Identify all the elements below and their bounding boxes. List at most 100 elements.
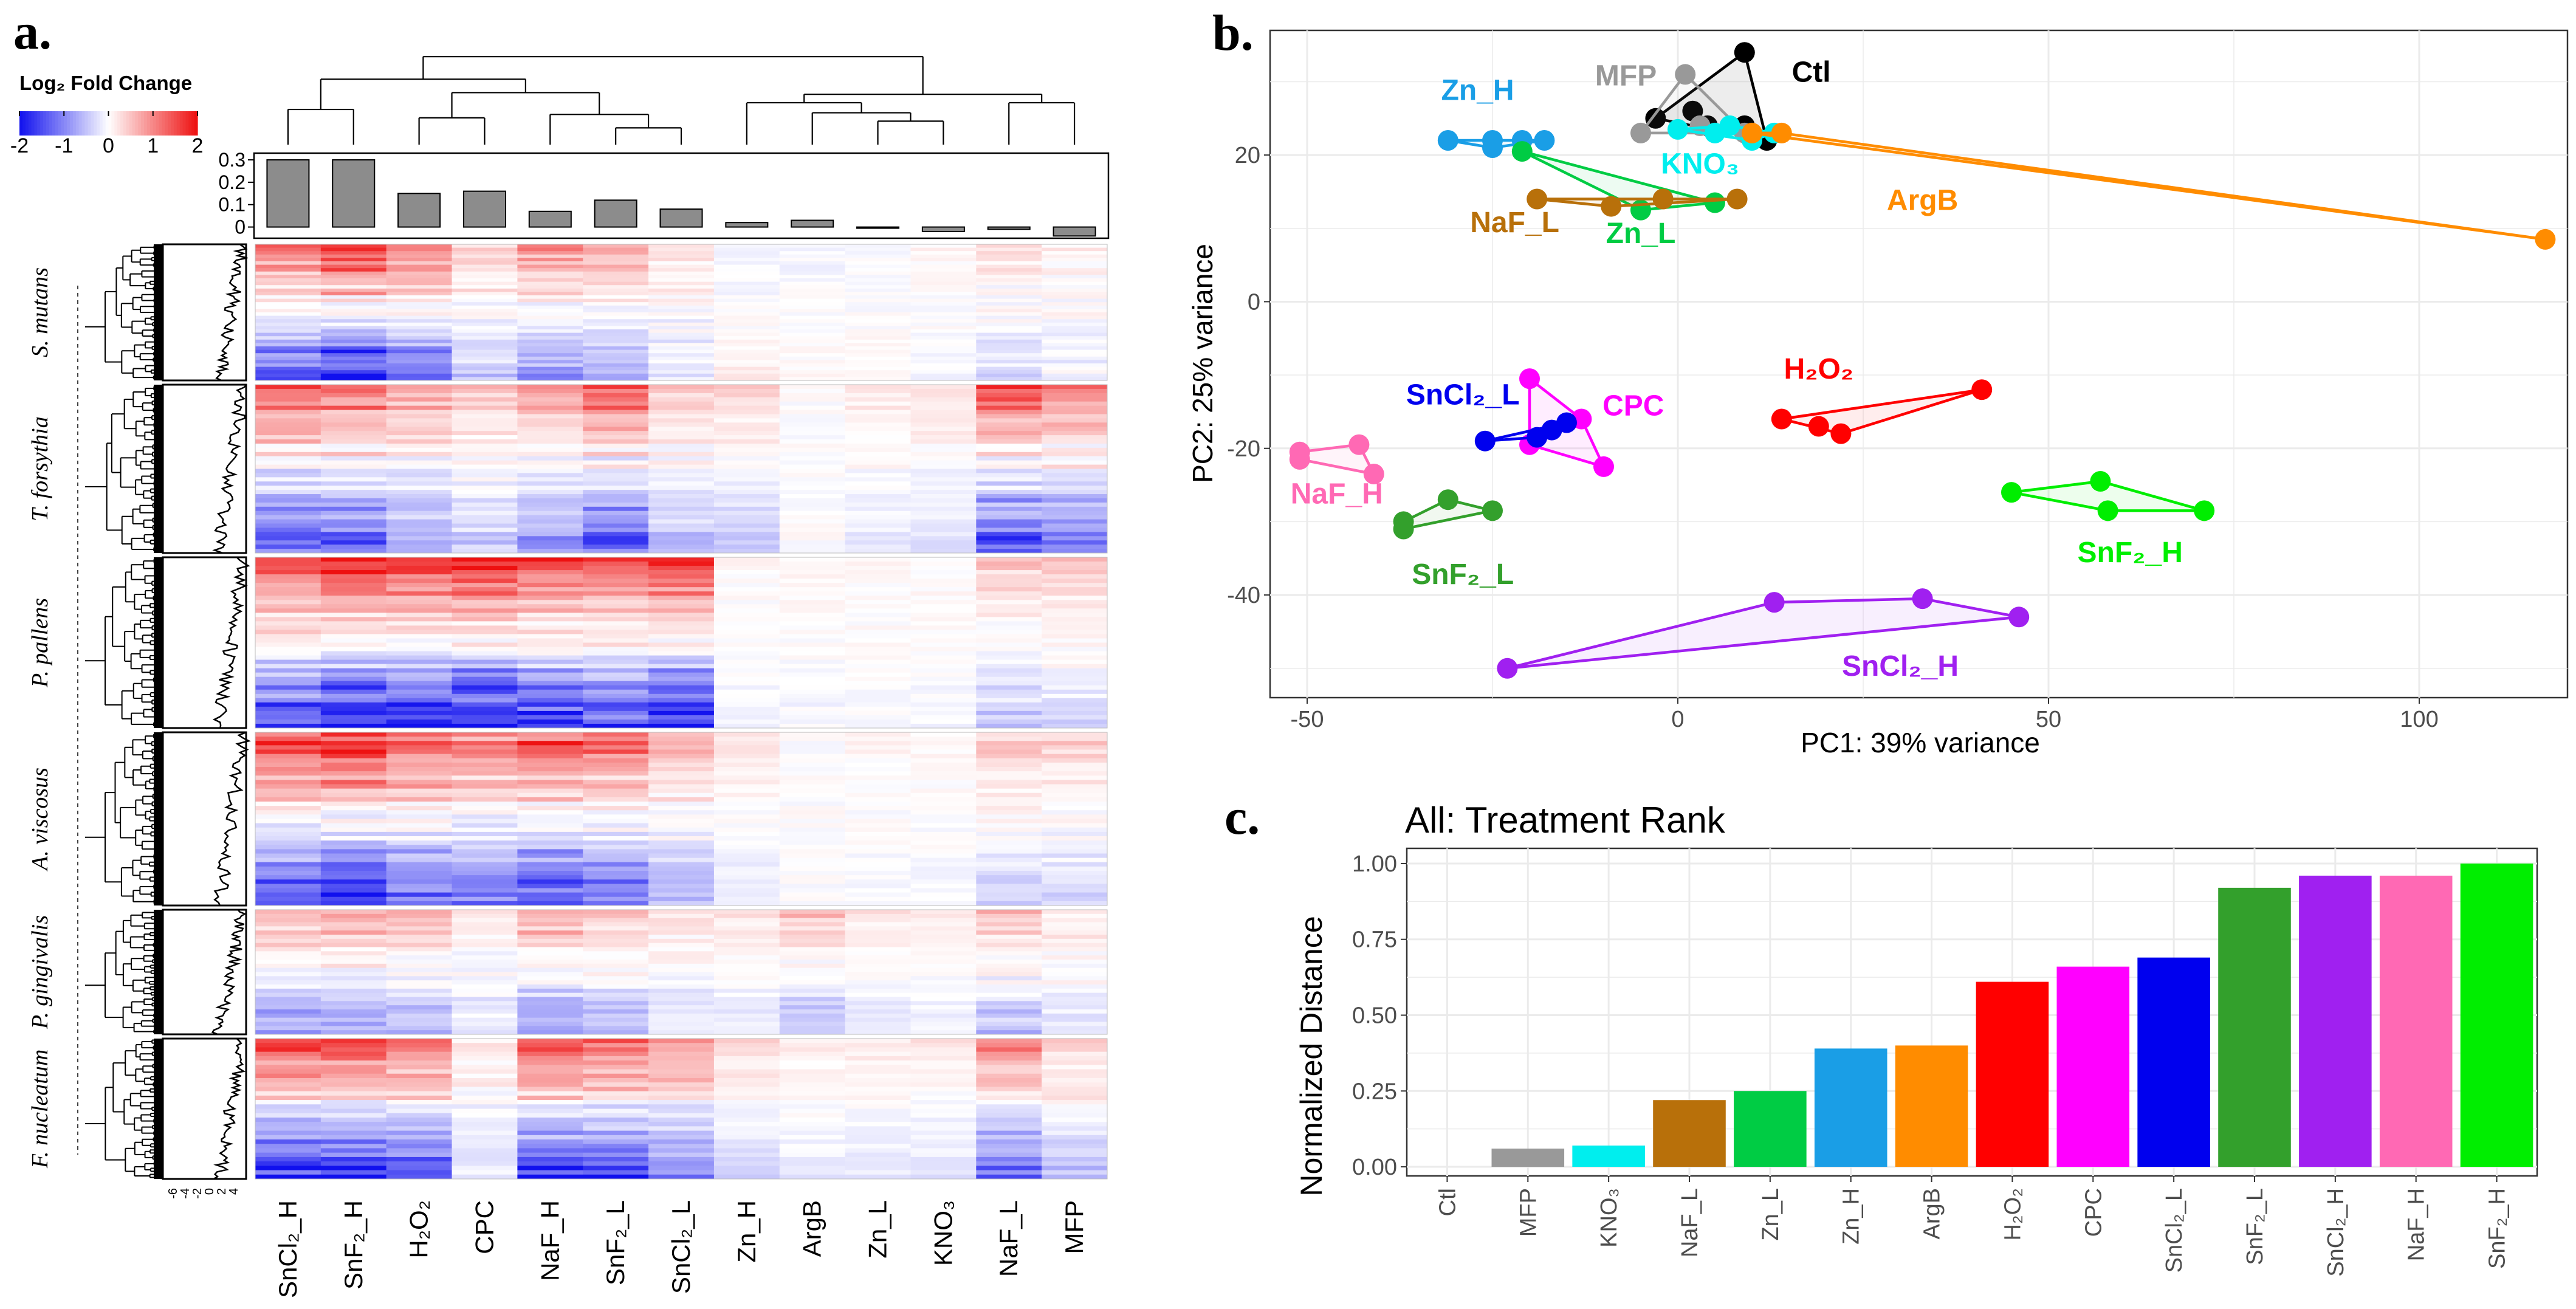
heatmap-cell	[910, 1166, 977, 1171]
heatmap-cell	[583, 1113, 649, 1118]
heatmap-cell	[452, 574, 518, 579]
heatmap-cell	[779, 1069, 846, 1074]
heatmap-cell	[386, 1026, 453, 1031]
heatmap-cell	[713, 1091, 780, 1096]
heatmap-cell	[320, 685, 387, 690]
heatmap-cell	[517, 414, 583, 419]
heatmap-cell	[648, 676, 715, 682]
heatmap-cell	[976, 659, 1042, 665]
heatmap-cell	[320, 784, 387, 789]
heatmap-cell	[910, 435, 977, 440]
heatmap-cell	[648, 685, 715, 690]
heatmap-cell	[386, 737, 453, 741]
heatmap-cell	[1042, 336, 1108, 340]
heatmap-cell	[452, 1065, 518, 1070]
heatmap-cell	[517, 732, 583, 737]
heatmap-cell	[779, 281, 846, 286]
heatmap-cell	[648, 319, 715, 323]
heatmap-cell	[1042, 326, 1108, 330]
heatmap-cell	[779, 997, 846, 1002]
heatmap-cell	[452, 1148, 518, 1153]
heatmap-cell	[386, 1117, 453, 1122]
heatmap-cell	[452, 806, 518, 811]
heatmap-cell	[976, 681, 1042, 686]
heatmap-cell	[845, 456, 911, 461]
heatmap-cell	[910, 447, 977, 453]
heatmap-cell	[1042, 930, 1108, 935]
heatmap-cell	[452, 336, 518, 340]
heatmap-cell	[976, 647, 1042, 652]
heatmap-cell	[583, 651, 649, 656]
heatmap-cell	[517, 1091, 583, 1096]
heatmap-cell	[976, 540, 1042, 545]
score-bar	[397, 193, 441, 228]
heatmap-cell	[713, 651, 780, 656]
heatmap-cell	[255, 295, 321, 300]
heatmap-cell	[713, 596, 780, 600]
heatmap-cell	[320, 315, 387, 320]
heatmap-cell	[779, 275, 846, 279]
heatmap-cell	[255, 1022, 321, 1026]
heatmap-cell	[910, 875, 977, 880]
heatmap-cell	[517, 591, 583, 596]
heatmap-cell	[910, 892, 977, 898]
heatmap-cell	[583, 427, 649, 431]
heatmap-cell	[779, 831, 846, 837]
score-bar	[528, 210, 572, 228]
heatmap-cell	[1042, 984, 1108, 989]
heatmap-cell	[845, 827, 911, 833]
heatmap-cell	[845, 1039, 911, 1043]
heatmap-cell	[713, 1170, 780, 1175]
heatmap-cell	[386, 502, 453, 507]
heatmap-cell	[648, 1170, 715, 1175]
heatmap-cell	[386, 862, 453, 867]
heatmap-cell	[845, 315, 911, 320]
heatmap-cell	[976, 1113, 1042, 1118]
heatmap-cell	[845, 397, 911, 402]
heatmap-cell	[648, 1100, 715, 1105]
heatmap-cell	[713, 1082, 780, 1087]
heatmap-cell	[648, 836, 715, 841]
heatmap-cell	[386, 788, 453, 794]
heatmap-cell	[976, 464, 1042, 469]
heatmap-cell	[779, 951, 846, 956]
heatmap-cell	[386, 566, 453, 571]
heatmap-cell	[648, 481, 715, 486]
heatmap-cell	[910, 1113, 977, 1118]
heatmap-cell	[517, 1100, 583, 1105]
heatmap-legend-title: Log₂ Fold Change	[19, 72, 192, 94]
heatmap-cell	[910, 443, 977, 448]
heatmap-cell	[910, 247, 977, 252]
heatmap-cell	[910, 988, 977, 994]
heatmap-cell	[583, 788, 649, 794]
rank-x-tick-label: H₂O₂	[2000, 1188, 2025, 1241]
heatmap-cell	[386, 849, 453, 854]
heatmap-cell	[976, 888, 1042, 893]
heatmap-cell	[386, 506, 453, 512]
heatmap-cell	[713, 745, 780, 750]
heatmap-cell	[648, 490, 715, 495]
heatmap-cell	[320, 749, 387, 755]
heatmap-cell	[713, 910, 780, 915]
heatmap-cell	[386, 853, 453, 859]
heatmap-cell	[517, 258, 583, 262]
heatmap-cell	[976, 309, 1042, 313]
heatmap-cell	[976, 775, 1042, 780]
panel-label-c: c.	[1224, 789, 1260, 845]
heatmap-cell	[320, 1047, 387, 1053]
heatmap-cell	[517, 802, 583, 806]
heatmap-cell	[517, 498, 583, 503]
heatmap-cell	[910, 422, 977, 427]
heatmap-cell	[845, 913, 911, 919]
heatmap-cell	[452, 732, 518, 737]
heatmap-cell	[910, 536, 977, 541]
heatmap-cell	[255, 1152, 321, 1158]
heatmap-cell	[648, 1009, 715, 1014]
heatmap-cell	[320, 668, 387, 673]
heatmap-cell	[320, 1152, 387, 1158]
heatmap-cell	[583, 1056, 649, 1061]
heatmap-cell	[583, 549, 649, 554]
heatmap-cell	[648, 972, 715, 977]
heatmap-cell	[713, 322, 780, 326]
heatmap-cell	[910, 918, 977, 922]
